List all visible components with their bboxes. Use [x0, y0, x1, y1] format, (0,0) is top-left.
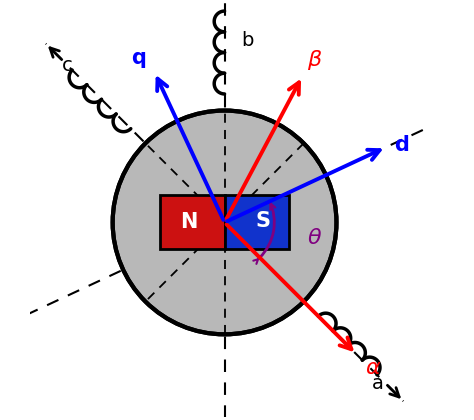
Text: $\beta$: $\beta$ — [307, 48, 322, 72]
Circle shape — [113, 110, 337, 334]
Text: d: d — [394, 135, 409, 155]
Text: S: S — [255, 211, 271, 231]
Text: N: N — [181, 213, 198, 232]
Text: c: c — [62, 56, 73, 75]
Text: $\theta$: $\theta$ — [307, 228, 322, 248]
Text: a: a — [372, 374, 383, 393]
Text: b: b — [241, 31, 254, 50]
Text: $\alpha$: $\alpha$ — [365, 358, 381, 378]
Polygon shape — [225, 195, 289, 249]
Polygon shape — [160, 195, 225, 249]
Text: q: q — [131, 48, 146, 68]
